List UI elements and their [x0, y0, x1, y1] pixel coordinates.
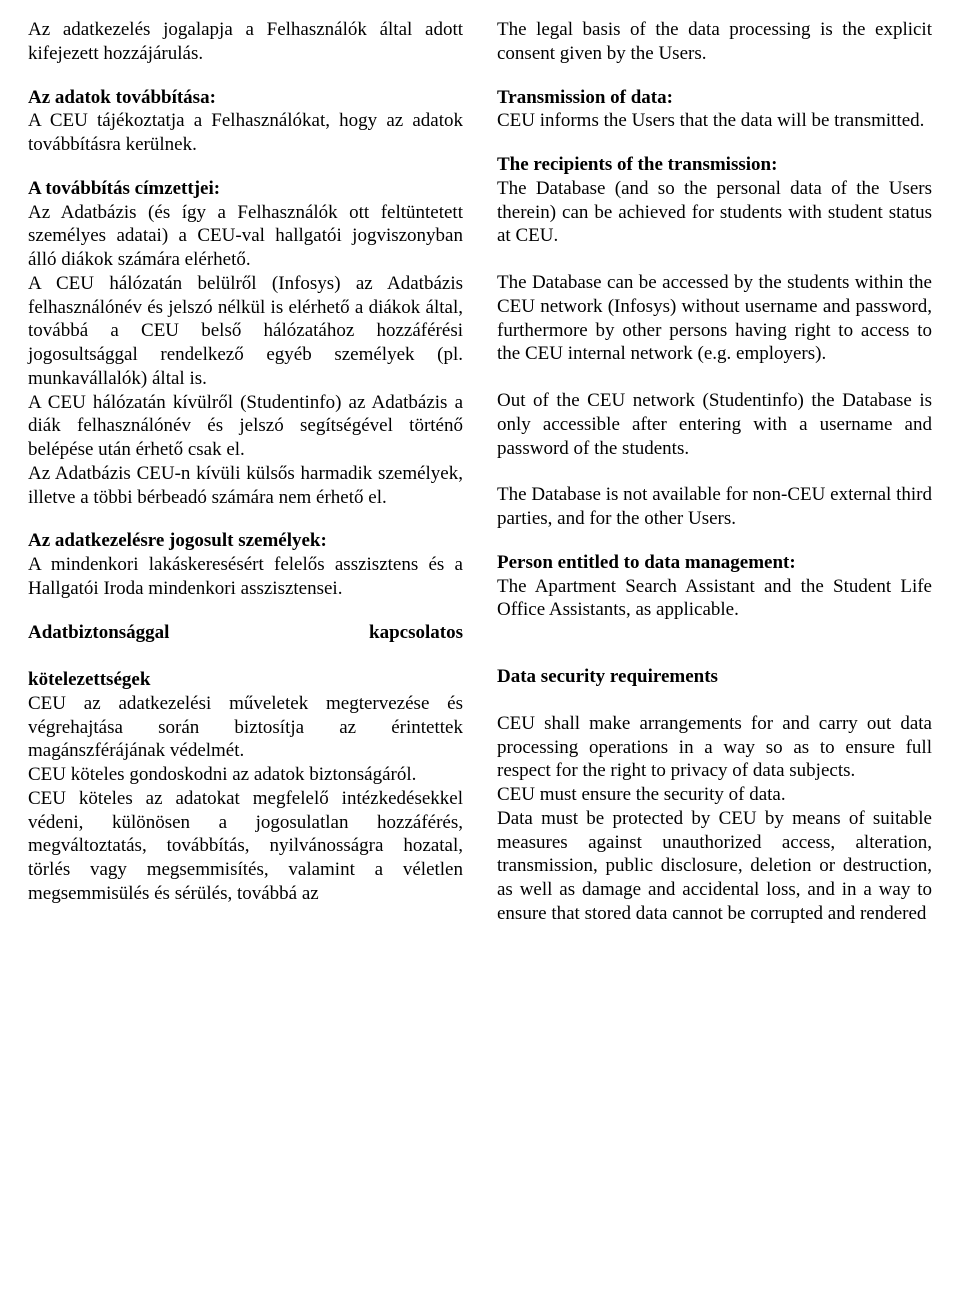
- para-text: A mindenkori lakáskeresésért felelős ass…: [28, 554, 463, 599]
- right-block-3: The recipients of the transmission: The …: [497, 153, 932, 531]
- heading-word: kapcsolatos: [369, 622, 463, 643]
- para-text: Az Adatbázis CEU-n kívüli külsős harmadi…: [28, 463, 463, 508]
- para-text: Az Adatbázis (és így a Felhasználók ott …: [28, 202, 463, 271]
- para-text: Data must be protected by CEU by means o…: [497, 808, 932, 924]
- para-text: Az adatkezelés jogalapja a Felhasználók …: [28, 19, 463, 64]
- spacer: [497, 460, 932, 483]
- left-block-1: Az adatkezelés jogalapja a Felhasználók …: [28, 18, 463, 66]
- para-text: CEU shall make arrangements for and carr…: [497, 713, 932, 782]
- para-text: CEU köteles gondoskodni az adatok bizton…: [28, 764, 416, 785]
- heading-text-line2: kötelezettségek: [28, 669, 150, 690]
- spacer: [497, 366, 932, 389]
- right-block-5: Data security requirements CEU shall mak…: [497, 642, 932, 926]
- para-text: Out of the CEU network (Studentinfo) the…: [497, 390, 932, 459]
- para-text: CEU köteles az adatokat megfelelő intézk…: [28, 788, 463, 904]
- para-text: The Database (and so the personal data o…: [497, 178, 932, 247]
- para-text: The Database can be accessed by the stud…: [497, 272, 932, 364]
- para-text: The Database is not available for non-CE…: [497, 484, 932, 529]
- heading-text: A továbbítás címzettjei:: [28, 178, 220, 199]
- para-text: CEU az adatkezelési műveletek megtervezé…: [28, 693, 463, 762]
- para-text: CEU must ensure the security of data.: [497, 784, 786, 805]
- spacer: [497, 642, 932, 665]
- right-block-1: The legal basis of the data processing i…: [497, 18, 932, 66]
- heading-text: Az adatkezelésre jogosult személyek:: [28, 530, 327, 551]
- left-column: Az adatkezelés jogalapja a Felhasználók …: [28, 18, 463, 926]
- para-text: The legal basis of the data processing i…: [497, 19, 932, 64]
- para-text: A CEU hálózatán kívülről (Studentinfo) a…: [28, 392, 463, 461]
- para-text: CEU informs the Users that the data will…: [497, 110, 924, 131]
- para-text: A CEU hálózatán belülről (Infosys) az Ad…: [28, 273, 463, 389]
- left-block-4: Az adatkezelésre jogosult személyek: A m…: [28, 529, 463, 600]
- left-block-3: A továbbítás címzettjei: Az Adatbázis (é…: [28, 177, 463, 510]
- right-block-4: Person entitled to data management: The …: [497, 551, 932, 622]
- para-text: The Apartment Search Assistant and the S…: [497, 576, 932, 621]
- heading-text: Transmission of data:: [497, 87, 673, 108]
- right-block-2: Transmission of data: CEU informs the Us…: [497, 86, 932, 134]
- heading-text: Az adatok továbbítása:: [28, 87, 216, 108]
- spacer: [497, 248, 932, 271]
- para-text: A CEU tájékoztatja a Felhasználókat, hog…: [28, 110, 463, 155]
- spacer: [497, 689, 932, 712]
- heading-word: Adatbiztonsággal: [28, 622, 169, 643]
- right-column: The legal basis of the data processing i…: [497, 18, 932, 926]
- heading-text-line1: Adatbiztonsággal kapcsolatos: [28, 621, 463, 669]
- heading-text: Person entitled to data management:: [497, 552, 796, 573]
- heading-text: Data security requirements: [497, 666, 718, 687]
- document-page: Az adatkezelés jogalapja a Felhasználók …: [0, 0, 960, 926]
- left-block-5: Adatbiztonsággal kapcsolatos kötelezetts…: [28, 621, 463, 906]
- left-block-2: Az adatok továbbítása: A CEU tájékoztatj…: [28, 86, 463, 157]
- heading-text: The recipients of the transmission:: [497, 154, 777, 175]
